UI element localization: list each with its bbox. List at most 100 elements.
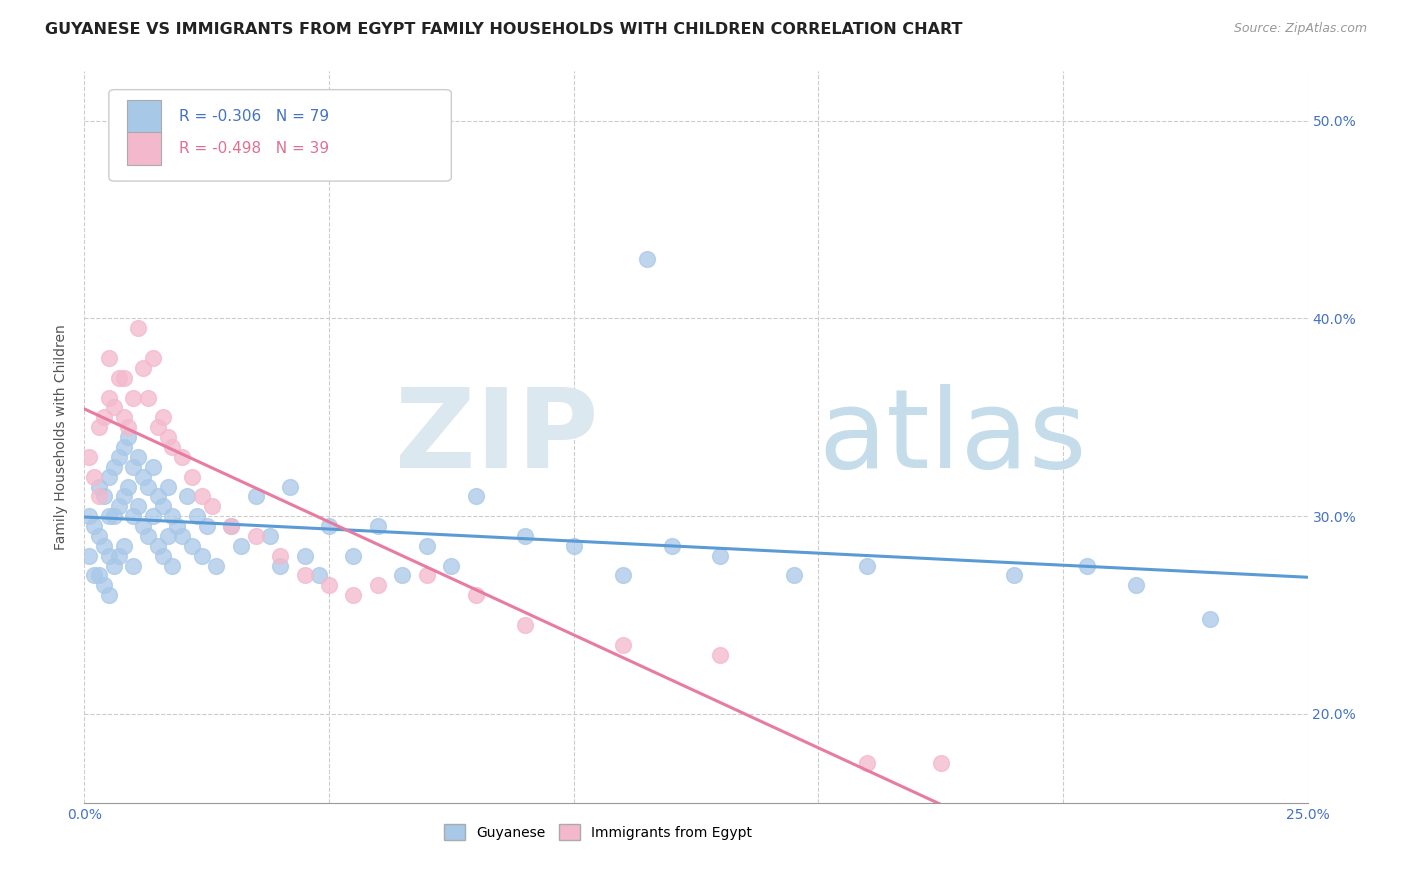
Point xyxy=(1198,612,1220,626)
Point xyxy=(93,489,115,503)
Point xyxy=(464,489,486,503)
Point xyxy=(107,500,129,514)
Point xyxy=(152,549,174,563)
FancyBboxPatch shape xyxy=(108,90,451,181)
Point xyxy=(709,648,731,662)
Point xyxy=(342,549,364,563)
Point xyxy=(93,539,115,553)
Point xyxy=(172,450,194,464)
Point xyxy=(191,549,214,563)
Point xyxy=(97,469,120,483)
Point xyxy=(636,252,658,267)
Legend: Guyanese, Immigrants from Egypt: Guyanese, Immigrants from Egypt xyxy=(439,819,758,846)
Point xyxy=(87,529,110,543)
Point xyxy=(103,558,125,573)
Point xyxy=(112,489,135,503)
Point xyxy=(1002,568,1025,582)
Point xyxy=(367,519,389,533)
Text: GUYANESE VS IMMIGRANTS FROM EGYPT FAMILY HOUSEHOLDS WITH CHILDREN CORRELATION CH: GUYANESE VS IMMIGRANTS FROM EGYPT FAMILY… xyxy=(45,22,963,37)
Point xyxy=(77,450,100,464)
Point xyxy=(195,519,218,533)
Point xyxy=(103,401,125,415)
Point xyxy=(245,489,267,503)
Point xyxy=(513,618,536,632)
Point xyxy=(172,529,194,543)
Point xyxy=(107,371,129,385)
FancyBboxPatch shape xyxy=(127,100,162,133)
Point xyxy=(162,558,184,573)
Point xyxy=(205,558,228,573)
Point xyxy=(87,420,110,434)
Point xyxy=(856,558,879,573)
Point xyxy=(156,479,179,493)
Point xyxy=(83,568,105,582)
Point xyxy=(513,529,536,543)
Point xyxy=(156,529,179,543)
Point xyxy=(117,420,139,434)
Point xyxy=(93,578,115,592)
Point xyxy=(97,351,120,365)
Point xyxy=(122,509,145,524)
Point xyxy=(107,549,129,563)
Point xyxy=(661,539,683,553)
Point xyxy=(97,588,120,602)
Point xyxy=(269,558,291,573)
Point xyxy=(127,500,149,514)
Point xyxy=(146,489,169,503)
Point xyxy=(117,479,139,493)
Point xyxy=(97,549,120,563)
Point xyxy=(294,549,316,563)
Point xyxy=(709,549,731,563)
Point xyxy=(87,568,110,582)
Text: Source: ZipAtlas.com: Source: ZipAtlas.com xyxy=(1233,22,1367,36)
Point xyxy=(127,321,149,335)
Point xyxy=(122,391,145,405)
Point xyxy=(391,568,413,582)
Point xyxy=(107,450,129,464)
Point xyxy=(142,459,165,474)
Point xyxy=(416,568,439,582)
Point xyxy=(245,529,267,543)
Point xyxy=(219,519,242,533)
Point xyxy=(122,459,145,474)
Point xyxy=(612,638,634,652)
Point xyxy=(112,410,135,425)
Point xyxy=(612,568,634,582)
Point xyxy=(562,539,585,553)
Point xyxy=(162,509,184,524)
Point xyxy=(136,479,159,493)
Point xyxy=(191,489,214,503)
Point xyxy=(294,568,316,582)
Point xyxy=(318,578,340,592)
Point xyxy=(181,539,204,553)
Point xyxy=(77,509,100,524)
Point xyxy=(186,509,208,524)
Point xyxy=(132,519,155,533)
Point xyxy=(856,756,879,771)
Point xyxy=(87,479,110,493)
Point xyxy=(318,519,340,533)
Point xyxy=(259,529,281,543)
FancyBboxPatch shape xyxy=(127,132,162,165)
Point xyxy=(929,756,952,771)
Point xyxy=(136,391,159,405)
Point xyxy=(269,549,291,563)
Point xyxy=(176,489,198,503)
Point xyxy=(152,500,174,514)
Point xyxy=(97,391,120,405)
Point xyxy=(278,479,301,493)
Text: ZIP: ZIP xyxy=(395,384,598,491)
Point xyxy=(1076,558,1098,573)
Point xyxy=(112,539,135,553)
Point xyxy=(87,489,110,503)
Point xyxy=(367,578,389,592)
Text: R = -0.498   N = 39: R = -0.498 N = 39 xyxy=(179,141,329,156)
Point xyxy=(440,558,463,573)
Point xyxy=(122,558,145,573)
Point xyxy=(342,588,364,602)
Point xyxy=(783,568,806,582)
Point xyxy=(146,420,169,434)
Y-axis label: Family Households with Children: Family Households with Children xyxy=(55,324,69,550)
Point xyxy=(83,519,105,533)
Point xyxy=(200,500,222,514)
